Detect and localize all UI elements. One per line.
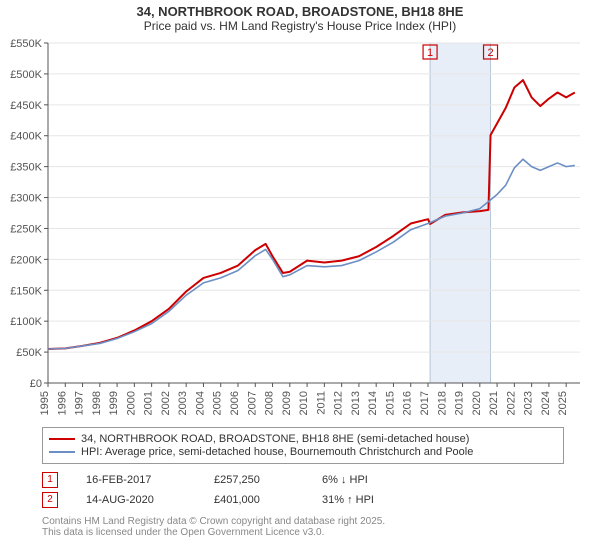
svg-text:£50K: £50K bbox=[16, 347, 42, 359]
sale-marker: 1 bbox=[42, 472, 58, 488]
svg-text:2016: 2016 bbox=[402, 391, 414, 415]
footer: Contains HM Land Registry data © Crown c… bbox=[42, 516, 564, 538]
svg-text:£300K: £300K bbox=[10, 193, 42, 205]
svg-text:2019: 2019 bbox=[454, 391, 466, 415]
legend-swatch bbox=[49, 438, 75, 440]
svg-text:2: 2 bbox=[487, 47, 493, 59]
svg-text:2025: 2025 bbox=[557, 391, 569, 415]
legend-label: HPI: Average price, semi-detached house,… bbox=[81, 446, 473, 458]
svg-text:2006: 2006 bbox=[229, 391, 241, 415]
sale-delta: 6% ↓ HPI bbox=[322, 474, 422, 486]
svg-text:£450K: £450K bbox=[10, 100, 42, 112]
svg-text:£500K: £500K bbox=[10, 69, 42, 81]
svg-text:2023: 2023 bbox=[523, 391, 535, 415]
svg-text:£150K: £150K bbox=[10, 285, 42, 297]
svg-text:2020: 2020 bbox=[471, 391, 483, 415]
svg-text:2003: 2003 bbox=[177, 391, 189, 415]
svg-text:2009: 2009 bbox=[281, 391, 293, 415]
svg-text:1: 1 bbox=[427, 47, 433, 59]
svg-text:2000: 2000 bbox=[125, 391, 137, 415]
svg-text:2024: 2024 bbox=[540, 391, 552, 415]
sale-row: 2 14-AUG-2020 £401,000 31% ↑ HPI bbox=[42, 492, 564, 508]
footer-line-1: Contains HM Land Registry data © Crown c… bbox=[42, 516, 564, 527]
svg-text:£200K: £200K bbox=[10, 254, 42, 266]
svg-text:2007: 2007 bbox=[246, 391, 258, 415]
svg-text:2021: 2021 bbox=[488, 391, 500, 415]
title-line-1: 34, NORTHBROOK ROAD, BROADSTONE, BH18 8H… bbox=[0, 4, 600, 19]
svg-text:2022: 2022 bbox=[505, 391, 517, 415]
sale-price: £401,000 bbox=[214, 494, 294, 506]
chart-container: 34, NORTHBROOK ROAD, BROADSTONE, BH18 8H… bbox=[0, 0, 600, 560]
svg-text:2001: 2001 bbox=[143, 391, 155, 415]
svg-text:2011: 2011 bbox=[315, 391, 327, 415]
svg-text:1997: 1997 bbox=[74, 391, 86, 415]
svg-text:£400K: £400K bbox=[10, 131, 42, 143]
sale-price: £257,250 bbox=[214, 474, 294, 486]
svg-text:2013: 2013 bbox=[350, 391, 362, 415]
svg-text:£550K: £550K bbox=[10, 38, 42, 50]
legend-label: 34, NORTHBROOK ROAD, BROADSTONE, BH18 8H… bbox=[81, 433, 469, 445]
svg-text:2002: 2002 bbox=[160, 391, 172, 415]
svg-text:1995: 1995 bbox=[39, 391, 51, 415]
legend-row: HPI: Average price, semi-detached house,… bbox=[49, 446, 557, 458]
svg-text:£100K: £100K bbox=[10, 316, 42, 328]
titles: 34, NORTHBROOK ROAD, BROADSTONE, BH18 8H… bbox=[0, 0, 600, 33]
sales-list: 1 16-FEB-2017 £257,250 6% ↓ HPI 2 14-AUG-2020… bbox=[42, 472, 564, 508]
legend: 34, NORTHBROOK ROAD, BROADSTONE, BH18 8H… bbox=[42, 427, 564, 464]
footer-line-2: This data is licensed under the Open Gov… bbox=[42, 527, 564, 538]
title-line-2: Price paid vs. HM Land Registry's House … bbox=[0, 19, 600, 33]
svg-text:2004: 2004 bbox=[194, 391, 206, 415]
sale-date: 16-FEB-2017 bbox=[86, 474, 186, 486]
plot-area: £0 £50K £100K £150K £200K £250K £300K £350K £400… bbox=[0, 33, 600, 423]
svg-text:2017: 2017 bbox=[419, 391, 431, 415]
svg-text:2014: 2014 bbox=[367, 391, 379, 415]
svg-text:1999: 1999 bbox=[108, 391, 120, 415]
chart-svg: £0 £50K £100K £150K £200K £250K £300K £350K £400… bbox=[0, 33, 600, 423]
svg-text:2010: 2010 bbox=[298, 391, 310, 415]
sale-delta: 31% ↑ HPI bbox=[322, 494, 422, 506]
svg-text:£0: £0 bbox=[30, 378, 42, 390]
sale-date: 14-AUG-2020 bbox=[86, 494, 186, 506]
legend-swatch bbox=[49, 451, 75, 453]
svg-text:2012: 2012 bbox=[333, 391, 345, 415]
svg-text:£350K: £350K bbox=[10, 162, 42, 174]
svg-text:1996: 1996 bbox=[56, 391, 68, 415]
legend-row: 34, NORTHBROOK ROAD, BROADSTONE, BH18 8H… bbox=[49, 433, 557, 445]
svg-text:2018: 2018 bbox=[436, 391, 448, 415]
sale-marker: 2 bbox=[42, 492, 58, 508]
svg-text:2005: 2005 bbox=[212, 391, 224, 415]
svg-text:1998: 1998 bbox=[91, 391, 103, 415]
svg-text:£250K: £250K bbox=[10, 223, 42, 235]
svg-text:2008: 2008 bbox=[264, 391, 276, 415]
svg-text:2015: 2015 bbox=[384, 391, 396, 415]
sale-row: 1 16-FEB-2017 £257,250 6% ↓ HPI bbox=[42, 472, 564, 488]
